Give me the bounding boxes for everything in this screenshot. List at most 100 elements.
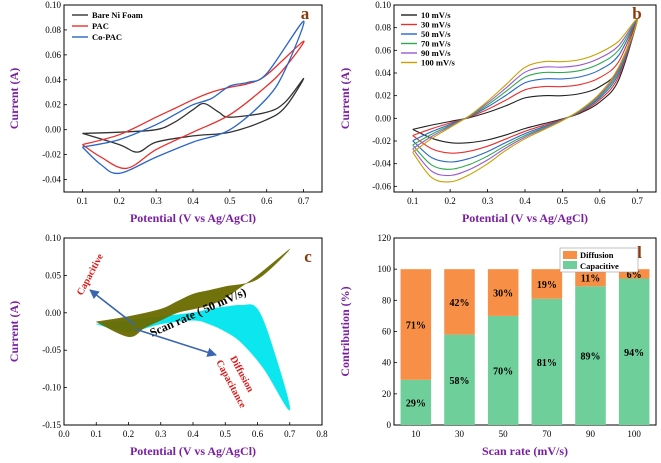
y-tick-label: -0.05 <box>42 345 61 355</box>
bar-diffusion <box>400 269 432 380</box>
x-tick-label: 30 <box>455 429 465 439</box>
x-axis-title: Potential (V vs Ag/AgCl) <box>130 211 256 225</box>
bar-label-diffusion: 11% <box>581 274 600 285</box>
x-tick-label: 10 <box>411 429 421 439</box>
y-tick-label: 120 <box>378 233 392 243</box>
y-tick-label: -0.04 <box>42 175 61 185</box>
bar-diffusion <box>487 269 519 316</box>
y-tick-label: 0.04 <box>45 75 61 85</box>
bar-diffusion <box>444 269 475 335</box>
bar-diffusion <box>575 269 606 287</box>
bar-diffusion <box>618 269 650 279</box>
x-tick-label: 0.2 <box>445 196 456 206</box>
legend-label: 50 mV/s <box>421 29 451 39</box>
x-axis-title: Potential (V vs Ag/AgCl) <box>130 444 256 458</box>
y-axis-title: Current (A) <box>338 68 352 129</box>
bar-label-capacitive: 29% <box>406 398 426 409</box>
y-tick-label: 0.00 <box>375 113 391 123</box>
x-tick-label: 0.5 <box>220 429 232 439</box>
x-tick-label: 0.6 <box>594 196 606 206</box>
y-tick-label: -0.10 <box>42 383 61 393</box>
bar-label-diffusion: 71% <box>406 320 426 331</box>
diffusion-area <box>96 304 291 411</box>
y-tick-label: 0.10 <box>45 0 61 10</box>
y-tick-label: -0.02 <box>42 150 61 160</box>
y-axis-title: Current (A) <box>7 68 21 129</box>
legend-label-capacitive: Capacitive <box>580 261 619 271</box>
bar-capacitive <box>531 298 563 425</box>
arrow-to-capacitive <box>89 289 136 326</box>
cv-curve-100-mv-s <box>412 18 638 183</box>
y-tick-label: 0.06 <box>375 45 391 55</box>
bar-capacitive <box>400 379 432 425</box>
x-tick-label: 0.7 <box>284 429 296 439</box>
panel-label: c <box>304 247 312 266</box>
x-tick-label: 100 <box>627 429 641 439</box>
y-tick-label: 20 <box>382 389 392 399</box>
x-tick-label: 0.4 <box>187 429 199 439</box>
y-tick-label: -0.06 <box>372 181 391 191</box>
x-tick-label: 0.2 <box>123 429 134 439</box>
x-tick-label: 0.1 <box>77 196 88 206</box>
x-tick-label: 0.2 <box>114 196 125 206</box>
x-tick-label: 0.7 <box>632 196 644 206</box>
x-tick-label: 0.3 <box>151 196 163 206</box>
panel-label: a <box>301 4 310 23</box>
y-tick-label: 100 <box>378 264 392 274</box>
x-tick-label: 0.1 <box>407 196 418 206</box>
y-tick-label: 0.04 <box>375 68 391 78</box>
legend-label: Co-PAC <box>92 32 122 42</box>
legend-label: 100 mV/s <box>421 58 455 68</box>
x-axis-title: Potential (V vs Ag/AgCl) <box>462 211 588 225</box>
x-tick-label: 0.1 <box>91 429 102 439</box>
cv-curve-bare-ni-foam <box>82 77 305 153</box>
x-tick-label: 0.3 <box>155 429 167 439</box>
y-tick-label: 0.10 <box>45 233 61 243</box>
bar-label-capacitive: 89% <box>581 352 601 363</box>
legend-swatch-diffusion <box>563 251 577 259</box>
legend-label: 70 mV/s <box>421 39 451 49</box>
y-tick-label: 80 <box>382 295 392 305</box>
arrow-to-diffusion <box>134 328 217 357</box>
y-tick-label: 0.06 <box>45 50 61 60</box>
y-axis-title: Current (A) <box>7 301 21 362</box>
y-tick-label: 0.02 <box>45 100 61 110</box>
x-tick-label: 70 <box>542 429 552 439</box>
y-tick-label: -0.02 <box>372 136 391 146</box>
x-tick-label: 0.6 <box>252 429 264 439</box>
bar-capacitive <box>618 278 650 425</box>
x-tick-label: 0.4 <box>519 196 531 206</box>
bar-diffusion <box>531 269 563 299</box>
x-tick-label: 0.5 <box>224 196 236 206</box>
x-tick-label: 0.6 <box>261 196 273 206</box>
x-axis-title: Scan rate (mV/s) <box>482 444 568 458</box>
legend-swatch-capacitive <box>563 261 577 269</box>
y-tick-label: -0.04 <box>372 159 391 169</box>
y-axis-title: Contribution (%) <box>338 286 352 376</box>
x-tick-label: 90 <box>586 429 596 439</box>
x-tick-label: 0.0 <box>58 429 70 439</box>
x-tick-label: 0.4 <box>187 196 199 206</box>
bar-label-diffusion: 19% <box>537 280 557 291</box>
legend-label: 10 mV/s <box>421 10 451 20</box>
bar-capacitive <box>444 334 475 425</box>
bar-label-capacitive: 70% <box>493 366 513 377</box>
legend-label: 30 mV/s <box>421 20 451 30</box>
legend-label: 90 mV/s <box>421 48 451 58</box>
legend-label-diffusion: Diffusion <box>580 250 614 260</box>
bar-label-capacitive: 81% <box>537 358 557 369</box>
legend-label: Bare Ni Foam <box>92 10 143 20</box>
x-tick-label: 0.8 <box>316 429 328 439</box>
bar-capacitive <box>575 286 606 425</box>
capacitive-area <box>95 248 291 337</box>
x-tick-label: 0.7 <box>298 196 310 206</box>
y-tick-label: 0.00 <box>45 125 61 135</box>
bar-label-diffusion: 30% <box>493 289 513 300</box>
legend-label: PAC <box>92 21 109 31</box>
y-tick-label: 60 <box>382 327 392 337</box>
bar-label-diffusion: 6% <box>627 270 642 281</box>
y-tick-label: -0.15 <box>42 420 61 430</box>
y-tick-label: 0.02 <box>375 91 391 101</box>
y-tick-label: 0 <box>387 420 392 430</box>
bar-label-diffusion: 42% <box>450 298 470 309</box>
